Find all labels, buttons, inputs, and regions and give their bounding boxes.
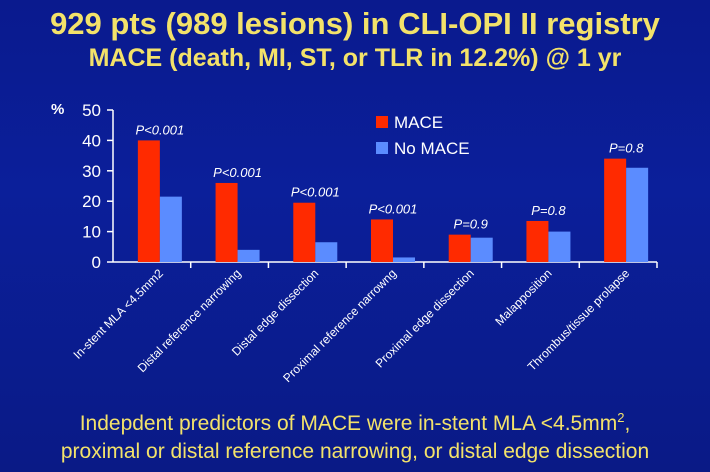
y-tick-label-30: 30 [82, 162, 101, 181]
legend-swatch-0 [376, 116, 388, 128]
footer-line-1: Indepdent predictors of MACE were in-ste… [0, 410, 710, 436]
footer-line-1-end: , [624, 412, 631, 435]
y-tick-label-50: 50 [82, 101, 101, 120]
legend-label-1: No MACE [394, 139, 470, 158]
p-value-annotation-4: P=0.9 [454, 217, 488, 232]
p-value-annotation-0: P<0.001 [135, 122, 184, 137]
legend-label-0: MACE [394, 113, 443, 132]
bar-no-mace-4 [470, 237, 493, 262]
y-tick-label-20: 20 [82, 192, 101, 211]
bar-mace-5 [526, 220, 549, 262]
bar-mace-0 [137, 140, 160, 262]
p-value-annotation-1: P<0.001 [213, 165, 262, 180]
footer-line-1-text: Indepdent predictors of MACE were in-ste… [79, 412, 618, 435]
footer-superscript: 2 [617, 410, 625, 425]
bar-mace-2 [293, 202, 316, 262]
y-tick-label-0: 0 [92, 253, 101, 272]
x-category-label-2: Distal edge dissection [229, 266, 321, 358]
footer-line-2: proximal or distal reference narrowing, … [60, 440, 650, 463]
y-tick-label-10: 10 [82, 223, 101, 242]
bar-no-mace-3 [393, 257, 415, 262]
p-value-annotation-6: P=0.8 [609, 141, 644, 156]
legend-swatch-1 [376, 142, 388, 154]
bar-no-mace-1 [237, 249, 260, 262]
p-value-annotation-5: P=0.8 [531, 203, 566, 218]
bar-no-mace-2 [315, 242, 338, 262]
bar-no-mace-0 [159, 196, 182, 262]
chart-title-line-2: MACE (death, MI, ST, or TLR in 12.2%) @ … [88, 44, 622, 72]
x-category-label-5: Malapposition [492, 266, 554, 328]
y-tick-label-40: 40 [82, 131, 101, 150]
p-value-annotation-2: P<0.001 [291, 185, 340, 200]
bar-no-mace-6 [626, 167, 649, 262]
bar-mace-1 [215, 182, 238, 262]
bar-mace-3 [371, 219, 393, 262]
y-axis-label: % [51, 101, 64, 118]
bar-no-mace-5 [548, 231, 571, 262]
p-value-annotation-3: P<0.001 [369, 201, 418, 216]
chart-title-line-1: 929 pts (989 lesions) in CLI-OPI II regi… [50, 6, 660, 41]
bar-mace-6 [604, 158, 627, 262]
bar-mace-4 [448, 234, 471, 262]
